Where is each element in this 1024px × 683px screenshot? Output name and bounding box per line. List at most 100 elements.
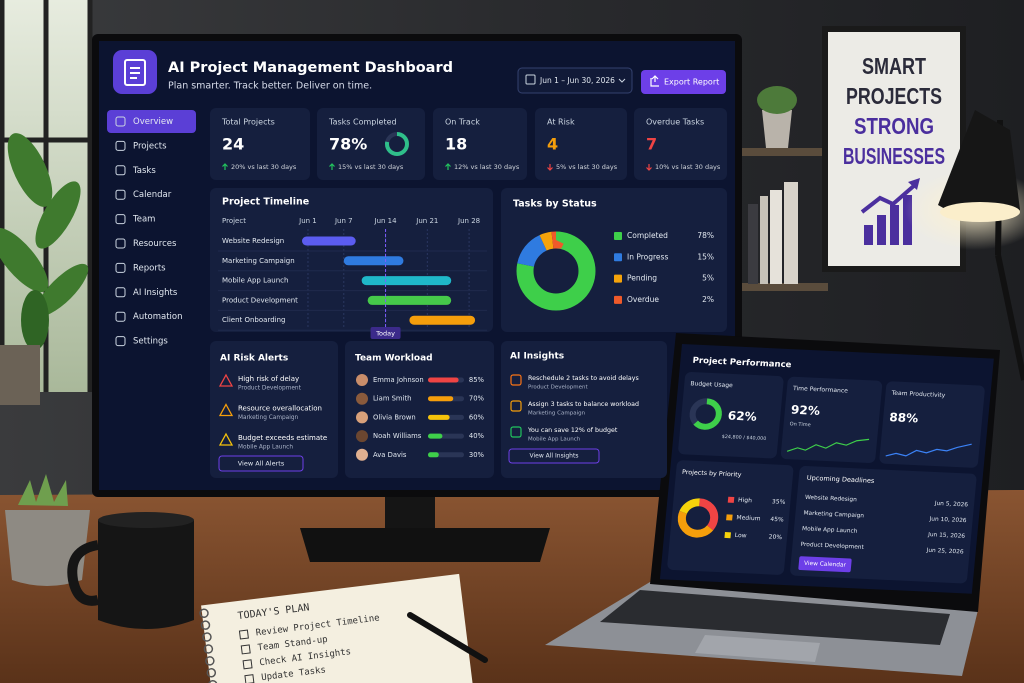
nav-icon — [115, 116, 126, 127]
nav-icon — [115, 336, 126, 347]
monitor-neck — [385, 494, 435, 530]
insights-button[interactable] — [508, 448, 600, 464]
export-icon — [650, 75, 659, 87]
monitor-base — [300, 528, 550, 562]
alert-icon — [218, 373, 234, 387]
date-range: Jun 1 – Jun 30, 2026 — [539, 76, 615, 85]
nav-item[interactable]: Reports — [133, 263, 166, 273]
mug — [67, 512, 194, 629]
spiral — [206, 668, 217, 678]
nav-icon — [115, 189, 126, 200]
nav-item[interactable]: Overview — [133, 117, 173, 127]
stat-value: 78% — [329, 135, 367, 154]
alert-title: High risk of delay — [238, 375, 299, 383]
legend-swatch — [726, 514, 733, 521]
stat-card — [535, 108, 627, 180]
spiral — [203, 644, 214, 654]
nav-item[interactable]: Team — [132, 215, 155, 225]
laptop-trackpad — [695, 635, 820, 662]
stat-change: 20% vs last 30 days — [231, 163, 297, 171]
spiral — [200, 620, 211, 630]
workload-value: 70% — [469, 395, 485, 403]
panel-title: Project Timeline — [222, 197, 309, 208]
legend-swatch — [614, 274, 622, 283]
legend-value: 78% — [697, 231, 714, 240]
deadline-project: Mobile App Launch — [802, 526, 858, 535]
task-name: Mobile App Launch — [222, 277, 288, 285]
donut-segment — [516, 231, 596, 311]
insight-project: Mobile App Launch — [528, 437, 581, 443]
arrow-up — [445, 163, 451, 170]
nav-item[interactable]: Resources — [133, 239, 177, 249]
deadline-date: Jun 15, 2026 — [927, 532, 966, 540]
legend-label: High — [738, 497, 753, 505]
deadline-project: Website Redesign — [805, 495, 858, 503]
workload-value: 85% — [469, 376, 485, 384]
gantt-bar — [367, 295, 452, 305]
workload-bar — [428, 377, 459, 383]
arrow-up — [329, 163, 335, 170]
insight-icon — [510, 374, 522, 386]
panel-title: Project Performance — [692, 355, 792, 369]
gantt-bar — [343, 256, 404, 266]
export-label: Export Report — [664, 78, 719, 87]
legend-label: Pending — [627, 274, 657, 283]
member-name: Olivia Brown — [373, 413, 416, 421]
stat-card — [634, 108, 727, 180]
kpi-card — [678, 371, 784, 459]
checkbox — [244, 674, 255, 683]
kpi-detail: $24,800 / $40,000 — [722, 434, 767, 442]
member-name: Ava Davis — [373, 451, 407, 459]
deadline-date: Jun 25, 2026 — [925, 548, 964, 556]
nav-icon — [115, 165, 126, 176]
nav-item[interactable]: Tasks — [132, 166, 156, 176]
legend-value: 35% — [772, 498, 786, 506]
checkbox — [238, 629, 249, 640]
x-tick-label: Jun 21 — [415, 217, 438, 225]
workload-bar — [428, 414, 450, 420]
alerts-button[interactable] — [218, 455, 304, 472]
stat-value: 18 — [445, 135, 467, 154]
stat-label: Total Projects — [221, 118, 275, 127]
legend-swatch — [614, 253, 622, 262]
panel — [345, 341, 494, 478]
today-label: Today — [375, 330, 395, 338]
spiral — [199, 608, 209, 618]
stat-value: 4 — [547, 135, 558, 154]
stat-label: On Track — [445, 118, 480, 127]
nav-icon — [115, 311, 126, 322]
calendar-icon — [525, 74, 536, 85]
panel-title: Upcoming Deadlines — [806, 474, 875, 485]
button-label: View All Alerts — [238, 460, 285, 468]
export-button[interactable] — [641, 70, 726, 94]
insight-text: Assign 3 tasks to balance workload — [528, 401, 639, 408]
avatar — [356, 392, 368, 405]
panel — [501, 341, 667, 478]
avatar — [356, 411, 368, 424]
panel-title: Tasks by Status — [513, 199, 597, 210]
nav-item[interactable]: Calendar — [133, 190, 172, 200]
chevron — [618, 78, 626, 83]
alert-icon — [218, 403, 234, 417]
nav-item[interactable]: Automation — [133, 312, 183, 322]
workload-bar — [428, 396, 454, 402]
kpi-value: 88% — [889, 410, 919, 425]
today-badge — [370, 327, 401, 339]
insight-project: Product Development — [528, 385, 589, 391]
nav-item[interactable]: Projects — [133, 141, 167, 151]
date-picker[interactable] — [517, 67, 633, 94]
nav-item[interactable]: AI Insights — [133, 288, 178, 298]
alert-project: Mobile App Launch — [238, 445, 293, 451]
kpi-value: 92% — [790, 403, 820, 418]
legend-label: Overdue — [627, 295, 659, 304]
nav-icon — [115, 214, 126, 225]
stat-card — [433, 108, 527, 180]
avatar — [356, 374, 368, 386]
nav-item[interactable]: Settings — [133, 337, 168, 347]
nav-icon — [115, 287, 126, 298]
lamp — [905, 110, 1024, 381]
nav-active — [107, 110, 196, 133]
shelf — [740, 86, 828, 291]
calendar-button[interactable] — [798, 556, 852, 573]
